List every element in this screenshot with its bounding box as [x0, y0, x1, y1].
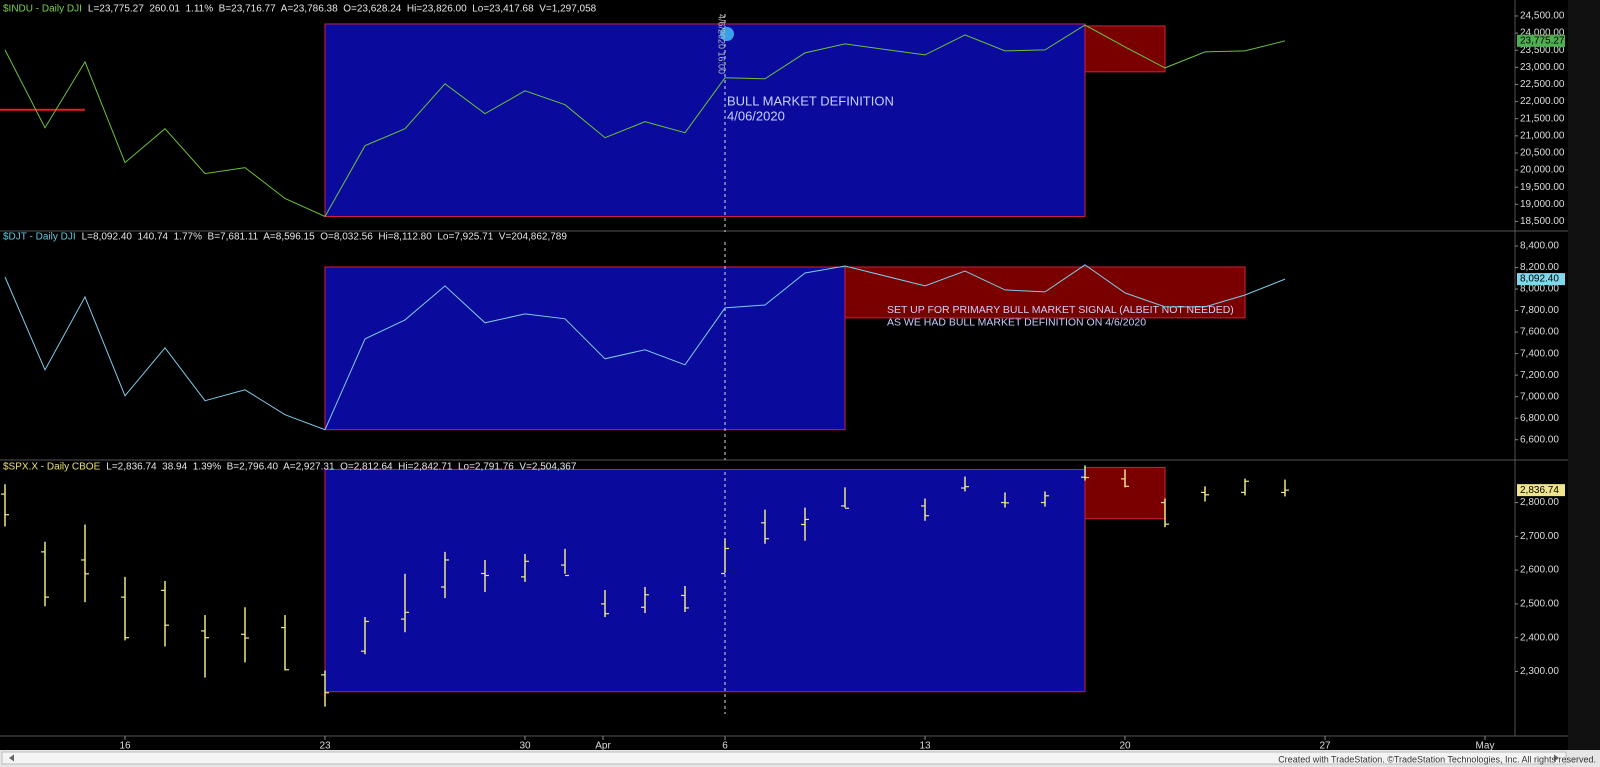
symbol-title: $SPX.X - Daily CBOE [3, 462, 101, 473]
y-tick-label: 2,300.00 [1520, 666, 1559, 677]
last-price-label: 23,775.27 [1520, 35, 1565, 46]
y-tick-label: 19,000.00 [1520, 199, 1565, 210]
panel: 2,300.00 2,400.00 2,500.00 2,600.00 2,700.00… [1, 462, 1565, 714]
annotation: 4/06/2020 [727, 108, 785, 123]
quote: L=23,775.27 260.01 1.11% B=23,716.77 A=2… [88, 4, 597, 15]
y-tick-label: 23,500.00 [1520, 45, 1565, 56]
right-margin [1568, 0, 1600, 750]
marker-label: 4/6/2020 16:00 [717, 14, 727, 74]
scroll-right[interactable] [1554, 754, 1559, 762]
annotation: AS WE HAD BULL MARKET DEFINITION ON 4/6/… [887, 316, 1146, 328]
y-tick-label: 23,000.00 [1520, 62, 1565, 73]
x-tick-label: 27 [1319, 741, 1331, 752]
y-tick-label: 18,500.00 [1520, 216, 1565, 227]
y-tick-label: 8,400.00 [1520, 241, 1559, 252]
last-price-label: 2,836.74 [1520, 485, 1559, 496]
signal-region [324, 468, 1086, 693]
y-tick-label: 8,000.00 [1520, 284, 1559, 295]
price-line [4, 264, 1286, 431]
y-tick-label: 19,500.00 [1520, 182, 1565, 193]
y-tick-label: 7,600.00 [1520, 327, 1559, 338]
x-tick-label: 30 [519, 741, 531, 752]
panel: SET UP FOR PRIMARY BULL MARKET SIGNAL (A… [3, 232, 1565, 460]
x-tick-label: 13 [919, 741, 931, 752]
y-tick-label: 2,700.00 [1520, 531, 1559, 542]
x-tick-label: Apr [595, 741, 611, 752]
annotation: SET UP FOR PRIMARY BULL MARKET SIGNAL (A… [887, 304, 1234, 316]
y-tick-label: 24,000.00 [1520, 28, 1565, 39]
panel: 4/6/2020 16:00 BULL MARKET DEFINITION4/06… [0, 4, 1565, 232]
y-tick-label: 6,800.00 [1520, 413, 1559, 424]
x-tick-label: 23 [319, 741, 331, 752]
signal-region [324, 266, 846, 431]
y-tick-label: 20,000.00 [1520, 165, 1565, 176]
y-tick-label: 21,000.00 [1520, 130, 1565, 141]
quote: L=8,092.40 140.74 1.77% B=7,681.11 A=8,5… [82, 232, 568, 243]
y-tick-label: 7,200.00 [1520, 370, 1559, 381]
y-tick-label: 6,600.00 [1520, 434, 1559, 445]
y-tick-label: 20,500.00 [1520, 148, 1565, 159]
y-tick-label: 7,400.00 [1520, 348, 1559, 359]
y-tick-label: 2,500.00 [1520, 599, 1559, 610]
footer: Created with TradeStation. ©TradeStation… [1278, 754, 1596, 764]
marker-icon [720, 27, 734, 41]
y-tick-label: 22,500.00 [1520, 79, 1565, 90]
signal-region [324, 23, 1086, 217]
y-tick-label: 2,600.00 [1520, 565, 1559, 576]
y-tick-label: 2,400.00 [1520, 632, 1559, 643]
last-price-box [1517, 34, 1565, 47]
quote: L=2,836.74 38.94 1.39% B=2,796.40 A=2,92… [106, 462, 577, 473]
annotation: BULL MARKET DEFINITION [727, 93, 894, 108]
last-price-box [1517, 273, 1565, 286]
scroll-left[interactable] [9, 754, 14, 762]
signal-region [844, 266, 1246, 319]
x-tick-label: 16 [119, 741, 131, 752]
x-tick-label: 20 [1119, 741, 1131, 752]
y-tick-label: 7,800.00 [1520, 305, 1559, 316]
symbol-title: $INDU - Daily DJI [3, 4, 82, 15]
symbol-title: $DJT - Daily DJI [3, 232, 76, 243]
y-tick-label: 7,000.00 [1520, 391, 1559, 402]
price-line [4, 24, 1286, 218]
scrollbar[interactable] [1, 751, 1567, 765]
y-tick-label: 8,200.00 [1520, 262, 1559, 273]
x-tick-label: May [1476, 741, 1495, 752]
signal-region [1084, 25, 1166, 73]
last-price-box [1517, 484, 1565, 497]
y-tick-label: 2,800.00 [1520, 497, 1559, 508]
y-tick-label: 21,500.00 [1520, 113, 1565, 124]
y-tick-label: 24,500.00 [1520, 11, 1565, 22]
last-price-label: 8,092.40 [1520, 274, 1559, 285]
x-tick-label: 6 [722, 741, 728, 752]
y-tick-label: 22,000.00 [1520, 96, 1565, 107]
